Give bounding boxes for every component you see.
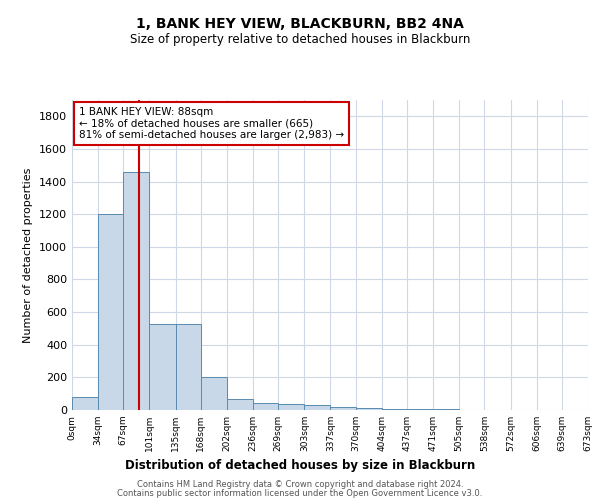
Bar xyxy=(72,397,98,410)
Bar xyxy=(176,324,201,410)
Y-axis label: Number of detached properties: Number of detached properties xyxy=(23,168,34,342)
Text: Contains HM Land Registry data © Crown copyright and database right 2024.: Contains HM Land Registry data © Crown c… xyxy=(137,480,463,489)
Bar xyxy=(227,400,253,410)
Bar xyxy=(149,324,176,410)
Bar xyxy=(278,404,304,410)
Bar xyxy=(253,402,278,410)
Text: Distribution of detached houses by size in Blackburn: Distribution of detached houses by size … xyxy=(125,460,475,472)
Bar xyxy=(382,409,407,410)
Bar xyxy=(407,409,433,410)
Bar xyxy=(201,378,227,410)
Bar xyxy=(98,214,124,410)
Bar xyxy=(356,408,382,410)
Text: 1 BANK HEY VIEW: 88sqm
← 18% of detached houses are smaller (665)
81% of semi-de: 1 BANK HEY VIEW: 88sqm ← 18% of detached… xyxy=(79,107,344,140)
Text: Contains public sector information licensed under the Open Government Licence v3: Contains public sector information licen… xyxy=(118,488,482,498)
Bar xyxy=(124,172,149,410)
Bar xyxy=(331,406,356,410)
Text: 1, BANK HEY VIEW, BLACKBURN, BB2 4NA: 1, BANK HEY VIEW, BLACKBURN, BB2 4NA xyxy=(136,18,464,32)
Bar xyxy=(433,409,459,410)
Text: Size of property relative to detached houses in Blackburn: Size of property relative to detached ho… xyxy=(130,32,470,46)
Bar xyxy=(304,405,331,410)
